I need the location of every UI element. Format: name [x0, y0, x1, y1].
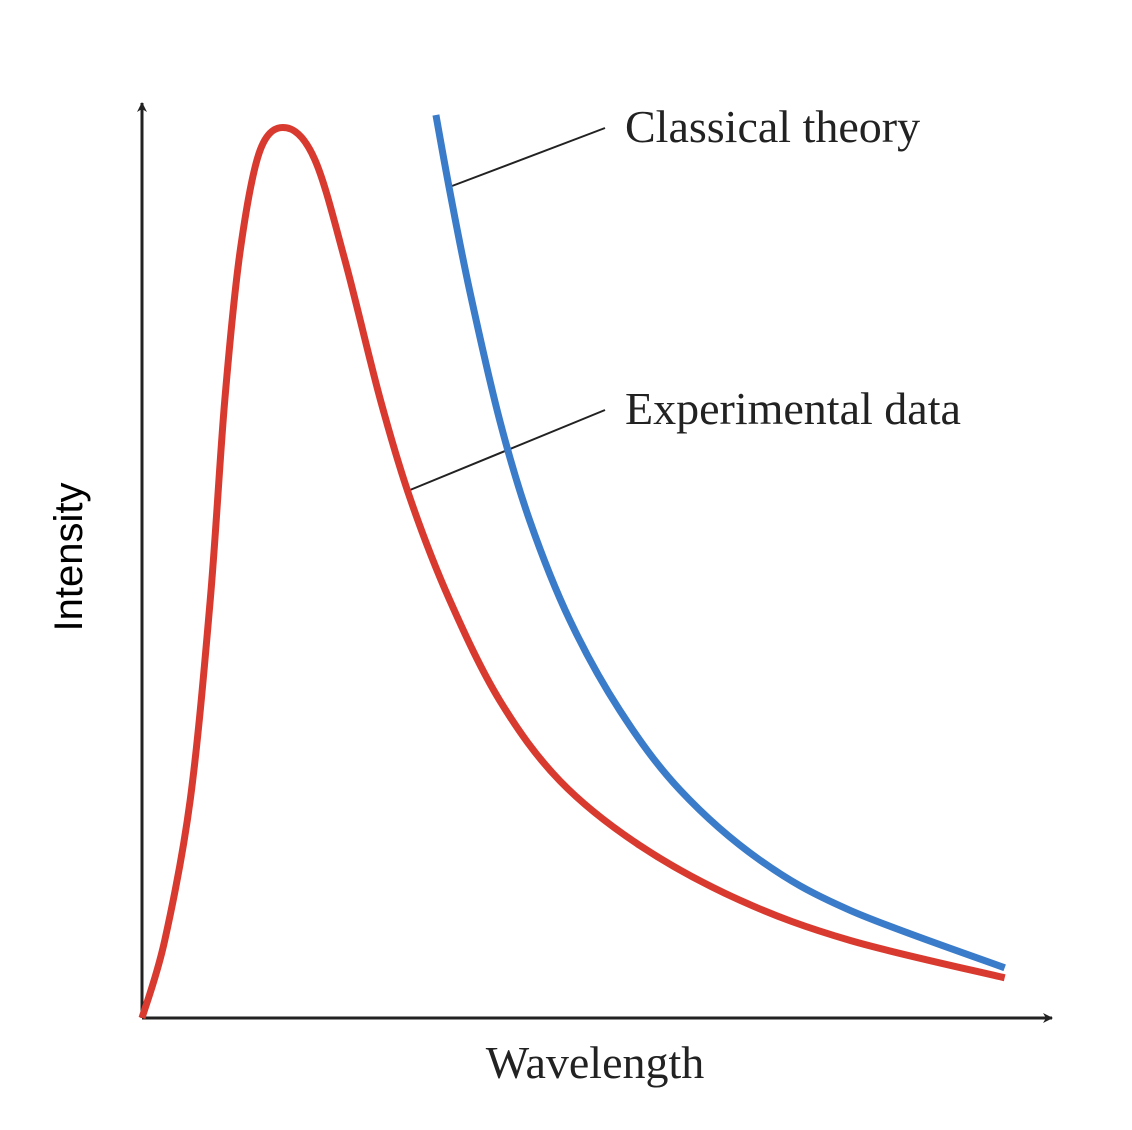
line	[432, 114, 1006, 972]
leader-line	[451, 127, 606, 187]
line	[138, 123, 1006, 1019]
annotation: Classical theory	[625, 101, 920, 152]
plot	[138, 114, 1006, 1019]
x-axis-label: Wavelength	[486, 1037, 705, 1088]
y-axis-label: Intensity	[47, 483, 91, 632]
annotation: Experimental data	[625, 383, 961, 434]
